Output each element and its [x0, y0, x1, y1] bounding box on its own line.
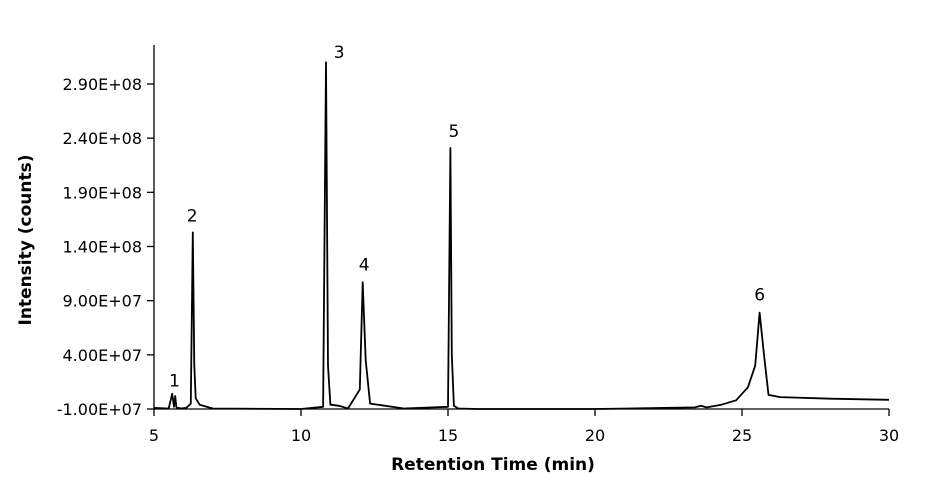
- y-tick-label: -1.00E+07: [57, 400, 142, 419]
- peak-label-5: 5: [448, 122, 459, 142]
- x-ticks: 5 10 15 20 25 30: [149, 409, 899, 445]
- chromatogram-trace: [153, 61, 890, 410]
- peak-labels: 1 2 3 4 5 6: [169, 43, 765, 391]
- y-axis-title: Intensity (counts): [16, 154, 36, 325]
- peak-label-3: 3: [334, 43, 345, 63]
- peak-label-2: 2: [187, 207, 198, 227]
- x-tick-label: 15: [438, 426, 458, 445]
- y-tick-label: 1.90E+08: [63, 183, 143, 202]
- peak-label-4: 4: [359, 255, 370, 275]
- peak-label-1: 1: [169, 371, 180, 391]
- x-tick-label: 20: [585, 426, 605, 445]
- y-tick-label: 2.90E+08: [63, 75, 143, 94]
- axes: [153, 45, 889, 410]
- y-tick-label: 1.40E+08: [63, 238, 143, 257]
- x-axis-title: Retention Time (min): [391, 455, 595, 475]
- x-tick-label: 10: [291, 426, 311, 445]
- x-tick-label: 25: [732, 426, 752, 445]
- x-tick-label: 5: [149, 426, 159, 445]
- y-tick-label: 9.00E+07: [63, 292, 143, 311]
- y-ticks: -1.00E+07 4.00E+07 9.00E+07 1.40E+08 1.90E+0…: [57, 75, 154, 419]
- x-tick-label: 30: [879, 426, 899, 445]
- y-tick-label: 4.00E+07: [63, 346, 143, 365]
- y-tick-label: 2.40E+08: [63, 129, 143, 148]
- peak-label-6: 6: [754, 286, 765, 306]
